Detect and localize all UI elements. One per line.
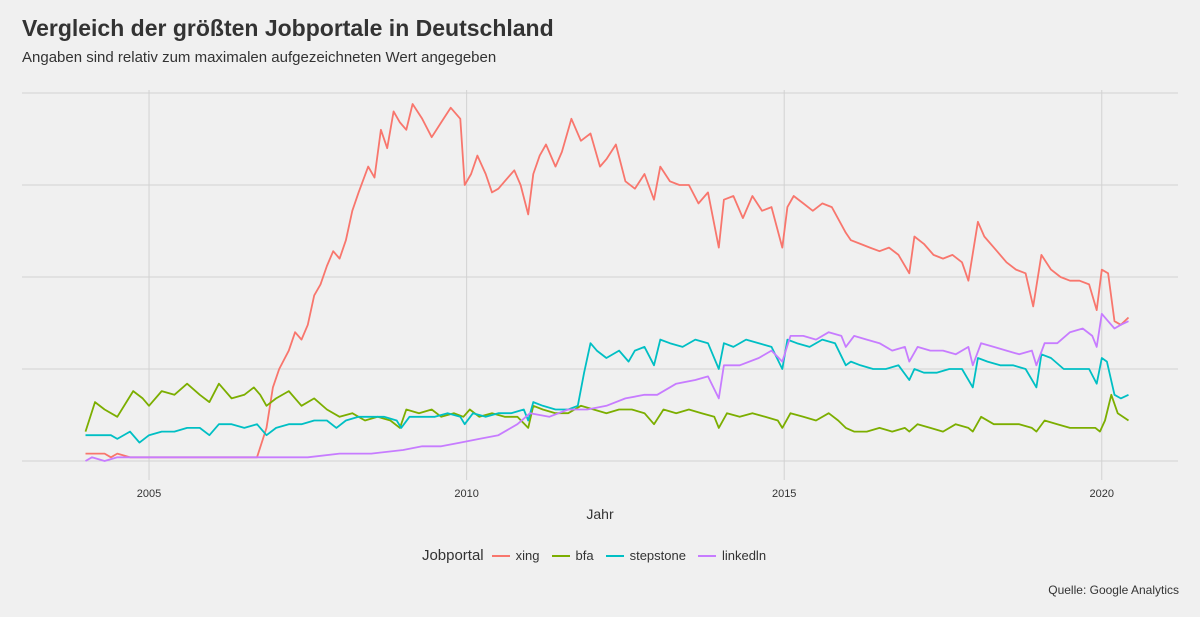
legend-label: xing (515, 548, 540, 563)
series-line-stepstone (85, 338, 1129, 444)
series-line-bfa (84, 382, 1130, 433)
series-line-xing (85, 103, 1130, 459)
source-caption: Quelle: Google Analytics (1048, 583, 1179, 597)
legend-item-stepstone: stepstone (605, 548, 686, 563)
legend: Jobportal xing bfa stepstone linkedln (0, 547, 1200, 564)
legend-key (491, 554, 510, 557)
x-tick-label: 2020 (1090, 488, 1114, 500)
legend-title: Jobportal (421, 547, 484, 564)
chart-title: Vergleich der größten Jobportale in Deut… (22, 15, 554, 41)
x-tick-label: 2015 (772, 488, 796, 500)
x-tick-label: 2010 (454, 488, 478, 500)
legend-item-bfa: bfa (551, 548, 594, 563)
legend-key (605, 554, 624, 557)
x-axis-label: Jahr (586, 506, 614, 522)
legend-label: stepstone (629, 548, 686, 563)
legend-key (551, 554, 570, 557)
x-tick-label: 2005 (137, 488, 161, 500)
chart-subtitle: Angaben sind relativ zum maximalen aufge… (22, 49, 497, 66)
legend-label: linkedln (721, 548, 767, 563)
series-line-linkedln (85, 312, 1129, 462)
legend-key (697, 554, 716, 557)
legend-item-linkedln: linkedln (697, 548, 767, 563)
legend-item-xing: xing (491, 548, 540, 563)
legend-label: bfa (575, 548, 594, 563)
